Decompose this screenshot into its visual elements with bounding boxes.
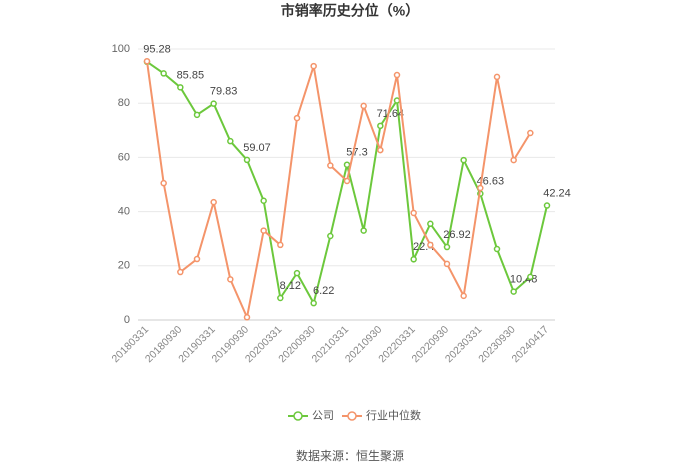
point [260, 227, 267, 234]
data-label: 42.24 [543, 187, 571, 199]
y-tick-label: 20 [118, 260, 130, 272]
y-tick-label: 40 [118, 206, 130, 218]
point [377, 146, 384, 154]
point [427, 220, 434, 228]
point [243, 314, 251, 321]
legend-item: 行业中位数 [342, 408, 421, 422]
point [277, 294, 284, 302]
data-label: 46.63 [477, 176, 505, 188]
data-label: 71.64 [377, 108, 405, 120]
data-label: 79.83 [210, 86, 238, 98]
point [393, 71, 401, 79]
point [177, 84, 184, 91]
point [243, 156, 251, 164]
data-label: 57.3 [346, 147, 367, 159]
point [343, 161, 351, 168]
point [143, 57, 151, 65]
chart-title: 市销率历史分位（%） [281, 3, 419, 19]
y-tick-label: 100 [112, 43, 130, 55]
point [360, 102, 367, 110]
point [443, 243, 451, 251]
data-label: 85.85 [177, 69, 205, 81]
point [160, 179, 167, 187]
point [277, 241, 284, 249]
point [210, 100, 217, 107]
point [193, 255, 201, 263]
point [293, 114, 301, 122]
legend-label: 公司 [312, 410, 334, 422]
point [210, 198, 217, 206]
y-tick-label: 60 [118, 151, 130, 163]
point [260, 197, 267, 205]
data-label: 10.48 [510, 274, 538, 286]
point [193, 111, 201, 119]
point [460, 156, 467, 164]
data-label: 6.22 [313, 285, 334, 297]
point [227, 276, 234, 283]
point [393, 97, 401, 104]
point [527, 129, 534, 137]
x-tick-label: 20240417 [510, 323, 552, 365]
point [427, 241, 434, 249]
point [343, 177, 351, 185]
point [443, 260, 451, 268]
point [227, 137, 234, 145]
point [327, 232, 334, 240]
legend-marker [293, 411, 303, 421]
point [377, 122, 384, 130]
point [510, 156, 517, 164]
point [410, 209, 417, 217]
point [410, 256, 417, 263]
legend-marker [347, 411, 357, 421]
point [160, 70, 167, 77]
data-label: 95.28 [143, 44, 171, 56]
point [527, 273, 534, 281]
point [327, 162, 334, 169]
series-line [146, 61, 532, 321]
point [360, 227, 367, 234]
data-label: 8.12 [280, 280, 301, 292]
point [543, 202, 551, 209]
point [493, 245, 501, 253]
point [310, 299, 317, 307]
point [177, 268, 184, 276]
legend-label: 行业中位数 [366, 408, 421, 422]
source: 数据来源：恒生聚源 [296, 448, 404, 463]
data-label: 26.92 [443, 229, 471, 241]
point [477, 184, 484, 192]
point [310, 62, 317, 70]
data-label: 59.07 [243, 142, 271, 154]
y-tick-label: 0 [124, 314, 130, 326]
point [493, 73, 501, 81]
point [510, 288, 517, 295]
point [293, 269, 301, 277]
legend-item: 公司 [288, 410, 334, 422]
point [460, 292, 467, 300]
y-tick-label: 80 [118, 97, 130, 109]
